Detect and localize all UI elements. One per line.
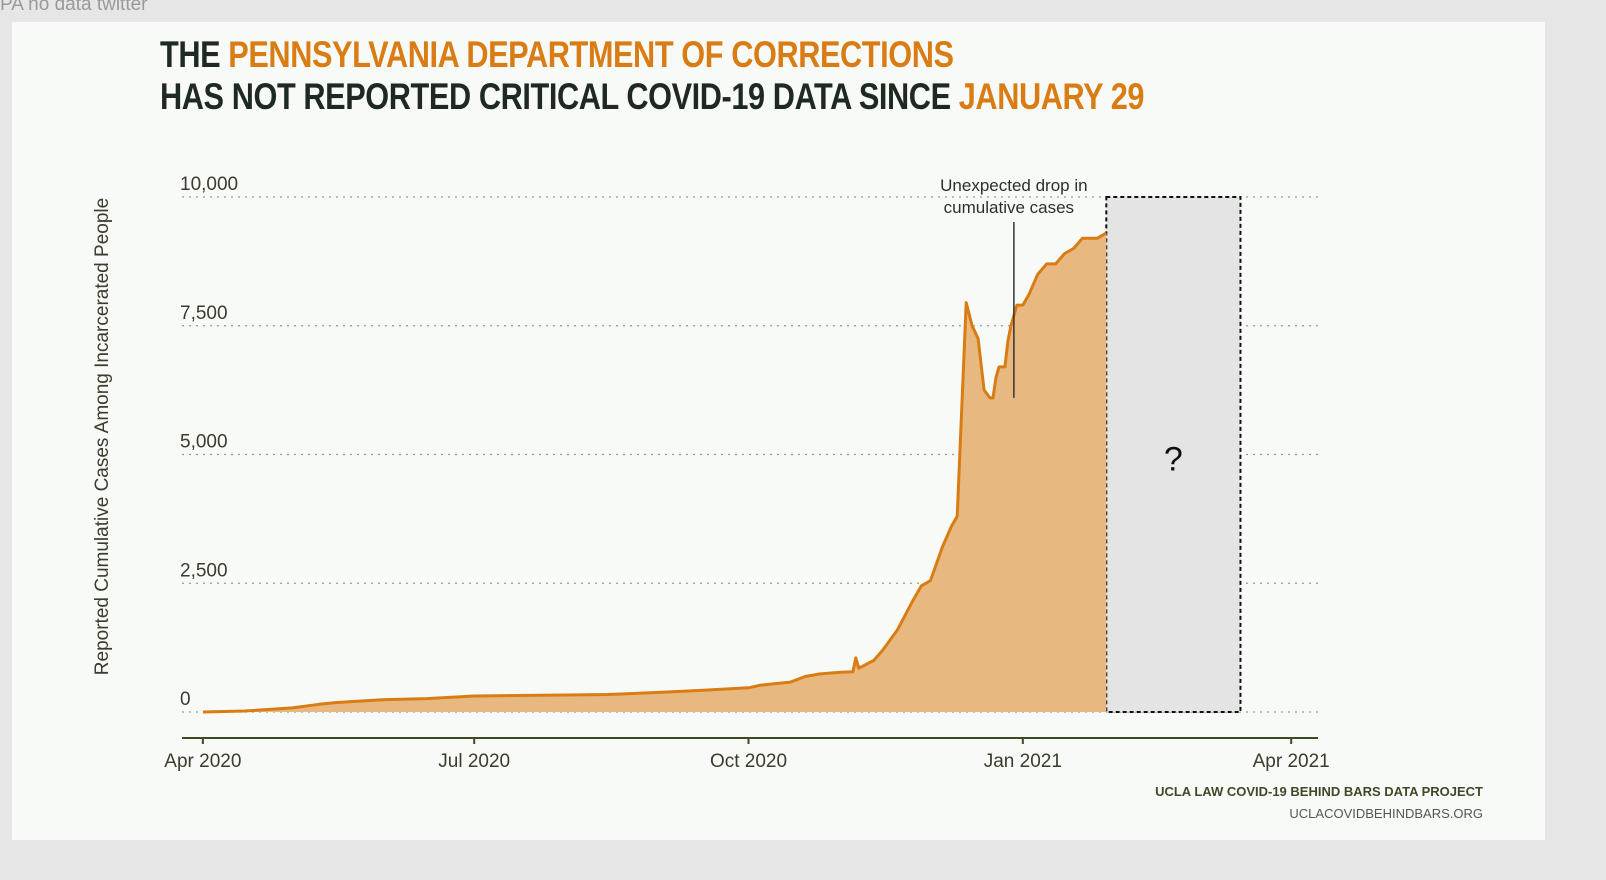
area-series <box>202 231 1108 714</box>
unknown-data-question-mark: ? <box>1164 441 1183 479</box>
area-fill <box>202 233 1107 712</box>
y-tick-label: 5,000 <box>180 432 228 453</box>
x-tick-label: Jan 2021 <box>984 751 1062 772</box>
y-tick-label: 10,000 <box>180 174 238 195</box>
headline-line2-accent: JANUARY 29 <box>958 76 1145 117</box>
x-tick-label: Oct 2020 <box>710 751 787 772</box>
y-tick-label: 2,500 <box>180 560 228 581</box>
unknown-period-box: ? <box>1105 196 1242 713</box>
window-title: PA no data twitter <box>0 0 148 15</box>
x-tick-label: Apr 2020 <box>164 751 241 772</box>
credit-org: UCLA LAW COVID-19 BEHIND BARS DATA PROJE… <box>1155 784 1483 799</box>
y-axis-label: Reported Cumulative Cases Among Incarcer… <box>92 198 113 675</box>
annotation-text-line1: Unexpected drop in <box>940 176 1087 195</box>
axes: 0 2,500 5,000 7,500 10,000 Apr 2020 Jul 2020 Oc… <box>92 174 1330 772</box>
chart-headline: THE PENNSYLVANIA DEPARTMENT OF CORRECTIO… <box>160 34 1144 118</box>
y-tick-label: 7,500 <box>180 303 228 324</box>
headline-line1-accent: PENNSYLVANIA DEPARTMENT OF CORRECTIONS <box>228 34 954 75</box>
x-tick-label: Apr 2021 <box>1253 751 1330 772</box>
y-tick-label: 0 <box>180 689 191 710</box>
annotation-text-line2: cumulative cases <box>944 198 1074 217</box>
headline-line1-prefix: THE <box>160 34 229 75</box>
unknown-data-box <box>1105 196 1242 713</box>
area-line <box>202 231 1108 714</box>
annotation-group: Unexpected drop in cumulative cases <box>940 176 1088 398</box>
credit-url: UCLACOVIDBEHINDBARS.ORG <box>1289 806 1483 821</box>
x-tick-label: Jul 2020 <box>438 751 510 772</box>
headline-line2-prefix: HAS NOT REPORTED CRITICAL COVID-19 DATA … <box>160 76 959 117</box>
